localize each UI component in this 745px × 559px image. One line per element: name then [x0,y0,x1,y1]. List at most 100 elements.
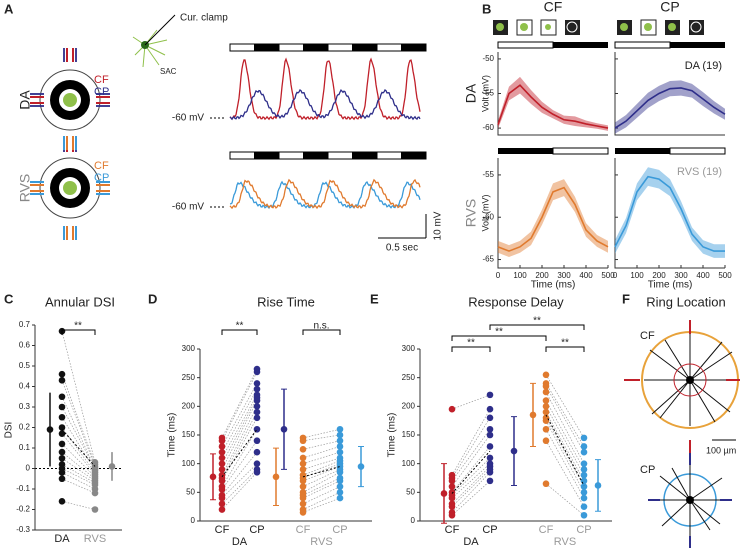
pair-line [302,471,341,493]
mean-marker [594,482,602,489]
data-point [91,489,99,497]
axis-title: Volt (mV) [480,194,490,231]
significance-label: ** [533,316,541,327]
data-point [580,483,588,490]
data-point [58,424,66,431]
pair-line [61,472,96,490]
error-cap [358,445,364,488]
diagram-label: CP [640,464,655,476]
pair-line [221,417,258,482]
data-point [486,443,494,450]
y-tick-label: -55 [482,170,494,179]
pair-line [221,429,258,487]
y-tick-label: 50 [186,487,195,496]
data-point [299,494,307,502]
data-point [253,380,261,387]
data-point [58,377,66,384]
pair-line [61,451,96,480]
x-tick-label: CP [482,524,497,536]
data-point [58,498,66,505]
pair-line [221,400,258,470]
data-point [580,489,588,496]
mean-line [497,84,609,129]
data-point [253,460,261,467]
y-tick-label: 0.6 [19,341,31,350]
error-cap [530,382,536,447]
pair-line [302,477,341,496]
data-point [253,408,261,416]
data-point [486,454,494,462]
pair-line [61,468,96,486]
mean-marker [272,473,280,481]
significance-label: ** [74,321,82,332]
mean-marker [46,426,54,433]
legend-label: RVS (19) [677,166,722,178]
y-tick-label: 150 [182,430,196,439]
trace [229,180,421,210]
significance-bracket [221,329,258,335]
data-point [299,500,307,508]
pair-line [545,483,585,516]
y-tick-label: 300 [182,344,196,353]
pair-line [221,368,258,439]
legend-cp: CP [94,86,109,98]
y-tick-label: -0.3 [16,525,30,534]
pair-line [451,472,491,513]
scale-label: 100 µm [706,445,736,455]
data-point [448,511,456,519]
y-tick-label: 150 [402,430,416,439]
pair-line [221,388,258,453]
x-tick-label: CP [249,524,264,536]
y-tick-label: 0 [191,516,196,525]
group-label: RVS [554,536,576,548]
y-tick-label: 200 [182,401,196,410]
data-point [253,397,261,404]
data-point [58,440,66,448]
axis-title: Time (ms) [648,280,693,291]
panel-label: A [4,1,14,16]
data-point [580,448,588,456]
mean-connector [221,428,258,478]
data-point [299,477,307,485]
data-point [580,477,588,485]
pair-line [221,383,258,447]
data-point [336,448,344,456]
pair-line [302,460,341,476]
y-tick-label: 0.1 [19,443,31,452]
pair-line [221,469,258,505]
pair-line [451,463,491,499]
error-cap [595,459,601,512]
data-point [542,425,550,433]
panel-label: D [148,291,157,306]
x-tick-label: CF [445,524,460,536]
x-tick-label: 300 [557,271,571,280]
y-tick-label: -65 [482,255,494,264]
pair-line [221,451,258,496]
significance-label: ** [495,327,503,338]
pair-line [545,420,585,493]
y-tick-label: 200 [402,401,416,410]
data-point [336,425,344,433]
pair-line [61,331,96,463]
data-point [299,454,307,462]
pair-line [545,383,585,447]
column-title: CF [544,0,563,15]
legend-cf: CF [94,160,109,172]
significance-bracket [545,346,585,352]
data-point [542,408,550,416]
sem-band [615,80,725,134]
y-tick-label: 0.7 [19,320,31,329]
data-point [253,368,261,376]
annotation: Cur. clamp [180,13,228,24]
legend-label: DA (19) [685,60,722,72]
scale-label: 0.5 sec [386,243,418,254]
pair-line [302,428,341,439]
error-cap [273,447,279,507]
data-point [218,494,226,502]
data-point [299,466,307,473]
significance-label: ** [467,338,475,349]
panel-title: Annular DSI [45,294,115,309]
pair-line [61,427,96,473]
pair-line [302,497,341,513]
data-point [486,391,494,399]
